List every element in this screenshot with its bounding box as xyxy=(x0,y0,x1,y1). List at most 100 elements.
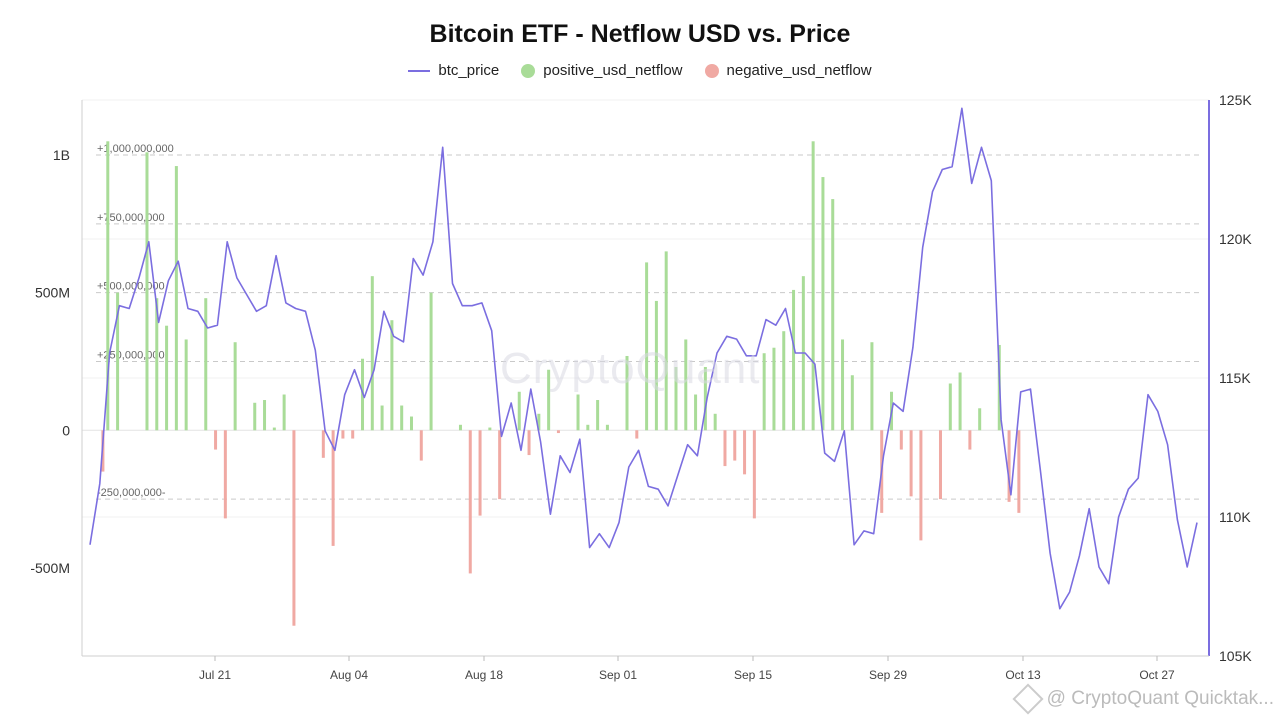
y-left-tick-label: 500M xyxy=(35,285,70,301)
positive-netflow-bar xyxy=(174,166,178,431)
legend-dot-swatch xyxy=(704,63,719,78)
positive-netflow-bar xyxy=(694,394,698,431)
negative-netflow-bar xyxy=(321,430,325,458)
positive-netflow-bar xyxy=(116,292,120,431)
positive-netflow-bar xyxy=(674,366,678,431)
positive-netflow-bar xyxy=(811,141,815,431)
positive-netflow-bar xyxy=(184,339,188,431)
y-left-tick-label: 1B xyxy=(53,147,70,163)
positive-netflow-bar xyxy=(253,402,257,431)
y-left-tick-label: -500M xyxy=(30,560,70,576)
positive-netflow-bar xyxy=(272,427,276,431)
positive-netflow-bar xyxy=(537,413,541,431)
legend-item-negative-netflow[interactable]: negative_usd_netflow xyxy=(704,62,872,79)
y-right-tick-label: 110K xyxy=(1219,509,1251,525)
positive-netflow-bar xyxy=(958,372,962,431)
netflow-bars xyxy=(101,141,1021,626)
y-right-tick-label: 125K xyxy=(1219,92,1252,108)
legend-line-swatch xyxy=(408,69,431,72)
positive-netflow-bar xyxy=(870,342,874,431)
negative-netflow-bar xyxy=(1007,430,1011,502)
negative-netflow-bar xyxy=(214,430,218,450)
positive-netflow-bar xyxy=(517,391,521,431)
positive-netflow-bar xyxy=(703,366,707,431)
positive-netflow-bar xyxy=(106,141,110,431)
positive-netflow-bar xyxy=(488,427,492,431)
axes: 1B 500M 0 -500M 125K 120K 115K 110K 105K Jul 21 Au… xyxy=(30,92,1252,682)
footer: @ CryptoQuant Quicktak... xyxy=(1012,683,1274,715)
positive-netflow-bar xyxy=(390,320,394,431)
negative-netflow-bar xyxy=(331,430,335,546)
price-line-layer xyxy=(89,107,1198,610)
y-right-tick-label: 115K xyxy=(1219,370,1251,386)
negative-netflow-bar xyxy=(723,430,727,467)
reference-line-label: +1,000,000,000 xyxy=(97,143,174,155)
x-tick-label: Jul 21 xyxy=(199,668,231,682)
x-tick-label: Aug 18 xyxy=(465,668,503,682)
legend-label: btc_price xyxy=(438,62,500,79)
negative-netflow-bar xyxy=(1017,430,1021,513)
legend-label: negative_usd_netflow xyxy=(726,62,872,79)
x-tick-label: Oct 13 xyxy=(1005,668,1041,682)
positive-netflow-bar xyxy=(821,177,825,431)
negative-netflow-bar xyxy=(556,430,560,434)
positive-netflow-bar xyxy=(155,298,159,431)
positive-netflow-bar xyxy=(165,325,169,431)
negative-netflow-bar xyxy=(478,430,482,516)
negative-netflow-bar xyxy=(498,430,502,500)
legend: btc_price positive_usd_netflow negative_… xyxy=(0,62,1280,79)
cryptoquant-logo-icon xyxy=(1012,683,1044,715)
positive-netflow-bar xyxy=(654,300,658,431)
legend-item-positive-netflow[interactable]: positive_usd_netflow xyxy=(521,62,683,79)
positive-netflow-bar xyxy=(948,383,952,431)
y-left-tick-label: 0 xyxy=(62,422,70,438)
negative-netflow-bar xyxy=(968,430,972,450)
positive-netflow-bar xyxy=(458,424,462,431)
legend-item-btc-price[interactable]: btc_price xyxy=(408,62,499,79)
negative-netflow-bar xyxy=(292,430,296,626)
positive-netflow-bar xyxy=(263,400,267,431)
btc-price-line xyxy=(89,107,1198,610)
positive-netflow-bar xyxy=(605,424,609,431)
footer-text: @ CryptoQuant Quicktak... xyxy=(1046,688,1274,709)
y-right-tick-label: 105K xyxy=(1219,648,1252,664)
positive-netflow-bar xyxy=(547,369,551,431)
positive-netflow-bar xyxy=(645,262,649,431)
positive-netflow-bar xyxy=(625,355,629,431)
x-tick-label: Sep 01 xyxy=(599,668,637,682)
legend-dot-swatch xyxy=(521,63,536,78)
negative-netflow-bar xyxy=(341,430,345,439)
positive-netflow-bar xyxy=(772,347,776,431)
positive-netflow-bar xyxy=(400,405,404,431)
negative-netflow-bar xyxy=(938,430,942,500)
positive-netflow-bar xyxy=(586,424,590,431)
x-tick-label: Oct 27 xyxy=(1139,668,1175,682)
positive-netflow-bar xyxy=(792,289,796,431)
positive-netflow-bar xyxy=(282,394,286,431)
negative-netflow-bar xyxy=(909,430,913,497)
positive-netflow-bar xyxy=(664,251,668,431)
positive-netflow-bar xyxy=(850,375,854,431)
positive-netflow-bar xyxy=(596,400,600,431)
negative-netflow-bar xyxy=(223,430,227,519)
positive-netflow-bar xyxy=(204,298,208,431)
y-right-tick-label: 120K xyxy=(1219,231,1252,247)
positive-netflow-bar xyxy=(429,292,433,431)
negative-netflow-bar xyxy=(733,430,737,461)
chart-title: Bitcoin ETF - Netflow USD vs. Price xyxy=(429,20,851,48)
positive-netflow-bar xyxy=(762,353,766,431)
positive-netflow-bar xyxy=(841,339,845,431)
negative-netflow-bar xyxy=(743,430,747,475)
negative-netflow-bar xyxy=(419,430,423,461)
positive-netflow-bar xyxy=(782,331,786,431)
positive-netflow-bar xyxy=(370,276,374,431)
positive-netflow-bar xyxy=(831,199,835,431)
negative-netflow-bar xyxy=(752,430,756,519)
negative-netflow-bar xyxy=(899,430,903,450)
legend-label: positive_usd_netflow xyxy=(543,62,683,79)
x-tick-label: Aug 04 xyxy=(330,668,368,682)
negative-netflow-bar xyxy=(527,430,531,456)
positive-netflow-bar xyxy=(380,405,384,431)
positive-netflow-bar xyxy=(684,339,688,431)
